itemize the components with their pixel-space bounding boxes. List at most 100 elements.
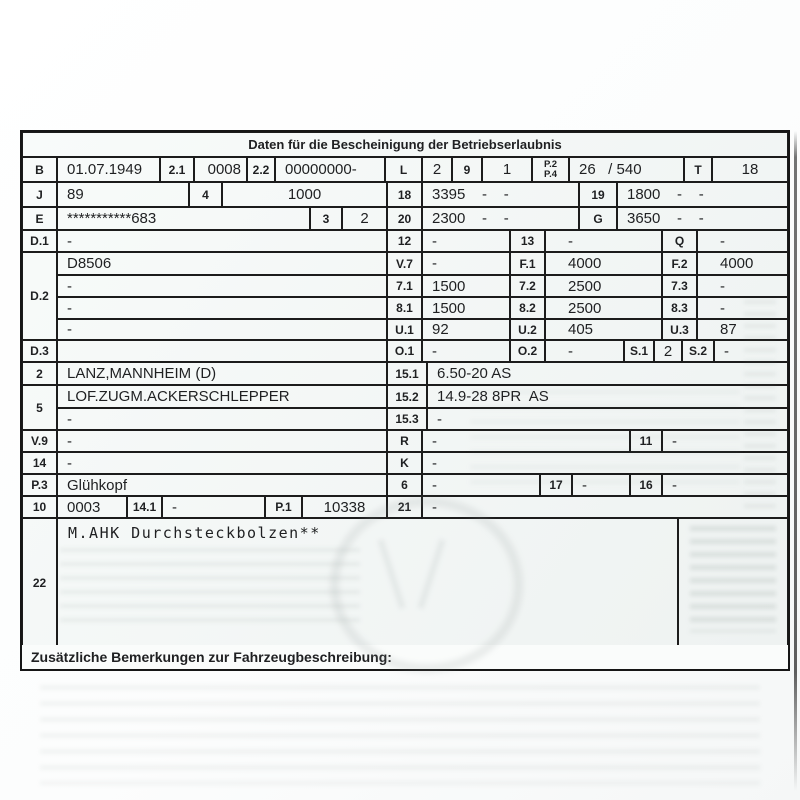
- label-5: 5: [22, 385, 57, 430]
- value-f1: 4000: [545, 252, 662, 275]
- value-17: -: [572, 474, 630, 496]
- row-d2-a: D8506 V.7 - F.1 4000 F.2 4000: [57, 252, 788, 275]
- label-12: 12: [387, 230, 422, 252]
- bleed-through-ghost: [40, 685, 760, 785]
- label-15-3: 15.3: [387, 408, 427, 430]
- label-p3: P.3: [22, 474, 57, 496]
- value-k: -: [422, 452, 788, 474]
- label-f2: F.2: [662, 252, 697, 275]
- value-f2: 4000: [697, 252, 788, 275]
- label-p2-p4: P.2 P.4: [532, 157, 569, 182]
- value-16: -: [662, 474, 788, 496]
- label-14: 14: [22, 452, 57, 474]
- label-16: 16: [630, 474, 662, 496]
- value-22-remarks: M.AHK Durchsteckbolzen**: [57, 518, 678, 647]
- value-d1: -: [57, 230, 387, 252]
- value-d2-d: -: [57, 319, 387, 340]
- label-t: T: [684, 157, 712, 182]
- value-15-2: 14.9-28 8PR AS: [427, 385, 788, 408]
- label-p2: P.2: [543, 158, 558, 170]
- row-p3: P.3 Glühkopf 6 - 17 - 16 -: [22, 474, 788, 496]
- label-11: 11: [630, 430, 662, 452]
- label-r: R: [387, 430, 422, 452]
- label-8-2: 8.2: [510, 297, 545, 319]
- label-6: 6: [387, 474, 422, 496]
- value-v7: -: [422, 252, 510, 275]
- label-g: G: [579, 207, 617, 230]
- label-s2: S.2: [682, 340, 714, 362]
- label-s1: S.1: [624, 340, 654, 362]
- row-e: E ***********683 3 2 20 2300 - - G 3650 …: [22, 207, 788, 230]
- label-u3: U.3: [662, 319, 697, 340]
- value-d2-b: -: [57, 275, 387, 297]
- label-10: 10: [22, 496, 57, 518]
- row-d2-d: - U.1 92 U.2 405 U.3 87: [57, 319, 788, 340]
- label-p1: P.1: [265, 496, 302, 518]
- value-u1: 92: [422, 319, 510, 340]
- label-17: 17: [540, 474, 572, 496]
- value-20: 2300 - -: [422, 207, 579, 230]
- row-group-5: 5 LOF.ZUGM.ACKERSCHLEPPER 15.2 14.9-28 8…: [22, 385, 788, 430]
- value-2: LANZ,MANNHEIM (D): [57, 362, 387, 385]
- label-13: 13: [510, 230, 545, 252]
- label-d3: D.3: [22, 340, 57, 362]
- label-8-3: 8.3: [662, 297, 697, 319]
- label-u1: U.1: [387, 319, 422, 340]
- value-q: -: [697, 230, 788, 252]
- value-p2-p4: 26 / 540: [569, 157, 684, 182]
- value-19: 1800 - -: [617, 182, 788, 207]
- label-d1: D.1: [22, 230, 57, 252]
- label-2: 2: [22, 362, 57, 385]
- value-b: 01.07.1949: [57, 157, 160, 182]
- value-13: -: [545, 230, 662, 252]
- label-2-2: 2.2: [247, 157, 275, 182]
- value-2-2: 00000000-: [275, 157, 385, 182]
- value-10: 0003: [57, 496, 127, 518]
- label-7-1: 7.1: [387, 275, 422, 297]
- label-15-1: 15.1: [387, 362, 427, 385]
- label-f1: F.1: [510, 252, 545, 275]
- value-o1: -: [422, 340, 510, 362]
- value-12: -: [422, 230, 510, 252]
- row-d3: D.3 O.1 - O.2 - S.1 2 S.2 -: [22, 340, 788, 362]
- value-8-3: -: [697, 297, 788, 319]
- value-d2-type: D8506: [57, 252, 387, 275]
- label-20: 20: [387, 207, 422, 230]
- value-3: 2: [342, 207, 387, 230]
- value-d2-c: -: [57, 297, 387, 319]
- page-edge-line: [794, 131, 797, 791]
- label-7-3: 7.3: [662, 275, 697, 297]
- row-header: Daten für die Bescheinigung der Betriebs…: [22, 132, 788, 157]
- label-7-2: 7.2: [510, 275, 545, 297]
- row-v9: V.9 - R - 11 -: [22, 430, 788, 452]
- value-4: 1000: [222, 182, 387, 207]
- value-j: 89: [57, 182, 189, 207]
- label-v9: V.9: [22, 430, 57, 452]
- value-s1: 2: [654, 340, 682, 362]
- value-15-3: -: [427, 408, 788, 430]
- row-d2-c: - 8.1 1500 8.2 2500 8.3 -: [57, 297, 788, 319]
- value-v9: -: [57, 430, 387, 452]
- row-d1: D.1 - 12 - 13 - Q -: [22, 230, 788, 252]
- label-u2: U.2: [510, 319, 545, 340]
- value-l: 2: [422, 157, 452, 182]
- value-14-1: -: [162, 496, 265, 518]
- value-u2: 405: [545, 319, 662, 340]
- label-d2: D.2: [22, 252, 57, 340]
- value-s2: -: [714, 340, 788, 362]
- value-8-2: 2500: [545, 297, 662, 319]
- value-5-b: -: [57, 408, 387, 430]
- value-p3: Glühkopf: [57, 474, 387, 496]
- label-o1: O.1: [387, 340, 422, 362]
- row-2: 2 LANZ,MANNHEIM (D) 15.1 6.50-20 AS: [22, 362, 788, 385]
- row-j: J 89 4 1000 18 3395 - - 19 1800 - -: [22, 182, 788, 207]
- value-p1: 10338: [302, 496, 387, 518]
- label-21: 21: [387, 496, 422, 518]
- value-14: -: [57, 452, 387, 474]
- row-5-a: LOF.ZUGM.ACKERSCHLEPPER 15.2 14.9-28 8PR…: [57, 385, 788, 408]
- label-v7: V.7: [387, 252, 422, 275]
- footer-remarks-strip: Zusätzliche Bemerkungen zur Fahrzeugbesc…: [20, 645, 790, 671]
- label-9: 9: [452, 157, 482, 182]
- value-7-1: 1500: [422, 275, 510, 297]
- value-t: 18: [712, 157, 788, 182]
